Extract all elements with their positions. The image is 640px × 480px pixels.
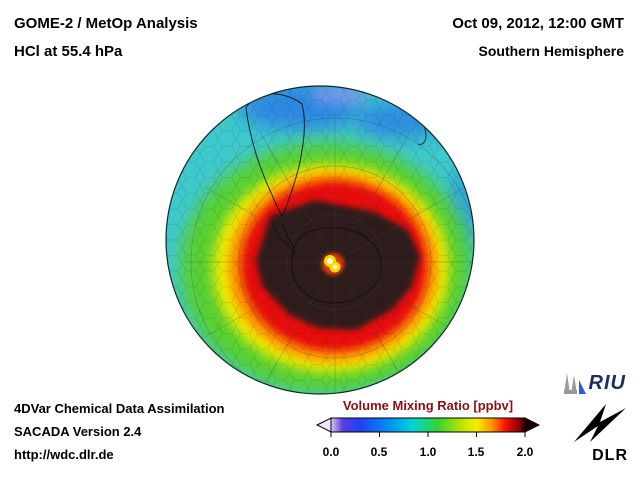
version-label: SACADA Version 2.4: [14, 424, 142, 439]
pole-anomaly-spot: [322, 253, 344, 275]
hemisphere-map-graphic: [165, 85, 475, 395]
colorbar-title: Volume Mixing Ratio [ppbv]: [342, 398, 514, 413]
graticule: [185, 112, 474, 394]
hemisphere-map: [164, 84, 476, 396]
url-label: http://wdc.dlr.de: [14, 447, 114, 462]
tick-label-1: 0.5: [370, 445, 388, 459]
dlr-swoosh-icon: [574, 404, 626, 442]
title-block: GOME-2 / MetOp Analysis HCl at 55.4 hPa: [14, 10, 198, 66]
riu-logo: RIU: [561, 370, 626, 396]
riu-cathedral-icon: [563, 373, 586, 394]
colorbar-tick-labels: 0.0 0.5 1.0 1.5 2.0: [316, 445, 540, 459]
colorbar-left-arrow: [315, 417, 332, 433]
dlr-logo: DLR: [570, 402, 628, 465]
tick-label-4: 2.0: [516, 445, 534, 459]
datetime-label: Oct 09, 2012, 12:00 GMT: [452, 15, 624, 32]
colorbar-gradient: [315, 417, 541, 437]
tick-label-0: 0.0: [322, 445, 340, 459]
product-title: GOME-2 / MetOp Analysis: [14, 15, 198, 32]
tick-label-3: 1.5: [467, 445, 485, 459]
colorbar-tick-marks: [330, 432, 526, 437]
assimilation-label: 4DVar Chemical Data Assimilation: [14, 401, 225, 416]
datetime-block: Oct 09, 2012, 12:00 GMT Southern Hemisph…: [452, 10, 624, 64]
credits-block: 4DVar Chemical Data Assimilation SACADA …: [14, 397, 225, 466]
region-label: Southern Hemisphere: [478, 43, 624, 59]
dlr-logo-text: DLR: [592, 447, 628, 464]
colorbar: Volume Mixing Ratio [ppbv]: [315, 398, 541, 459]
quantity-title: HCl at 55.4 hPa: [14, 43, 123, 60]
riu-logo-text: RIU: [588, 371, 626, 394]
colorbar-right-arrow: [524, 417, 541, 433]
tick-label-2: 1.0: [419, 445, 437, 459]
